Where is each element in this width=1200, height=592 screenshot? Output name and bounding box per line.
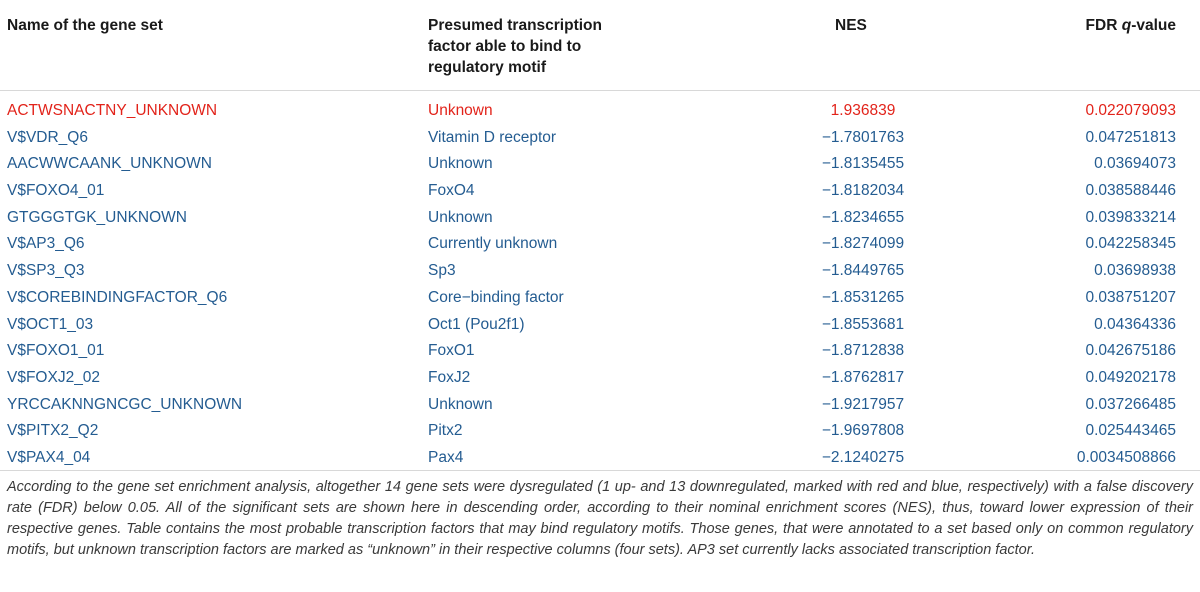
fdr-cell: 0.03698938 [1094,262,1176,280]
fdr-cell: 0.038588446 [1085,182,1176,200]
table-row: V$PITX2_Q2 Pitx2 −1.9697808 0.025443465 [0,418,1200,445]
nes-cell: −1.8531265 [821,288,905,306]
nes-cell: −1.8762817 [821,368,905,386]
table-row: V$AP3_Q6 Currently unknown −1.8274099 0.042… [0,231,1200,258]
gene-set-name-cell: ACTWSNACTNY_UNKNOWN [7,102,218,119]
header-nes: NES [835,17,867,34]
table-bottom-rule [0,470,1200,471]
gene-set-name-cell: V$OCT1_03 [7,315,94,333]
transcription-factor-cell: Oct1 (Pou2f1) [428,315,525,333]
gene-set-name-cell: V$PITX2_Q2 [7,422,99,440]
table-row: V$FOXO1_01 FoxO1 −1.8712838 0.042675186 [0,338,1200,365]
nes-cell: 1.936839 [830,102,896,119]
nes-cell: −1.8182034 [821,182,905,200]
table-caption: According to the gene set enrichment ana… [7,479,1193,558]
nes-cell: −1.9217957 [821,395,905,413]
table-row: GTGGGTGK_UNKNOWN Unknown −1.8234655 0.03983… [0,205,1200,232]
gene-set-name-cell: V$COREBINDINGFACTOR_Q6 [7,288,228,306]
gene-set-table: Name of the gene set Presumed transcript… [0,0,1200,472]
transcription-factor-cell: Unknown [428,395,493,413]
transcription-factor-cell: Core−binding factor [428,288,564,306]
gene-set-name-cell: V$VDR_Q6 [7,128,88,146]
transcription-factor-cell: Unknown [428,102,493,119]
nes-cell: −1.8553681 [821,315,905,333]
transcription-factor-cell: Sp3 [428,262,456,280]
fdr-cell: 0.03694073 [1094,155,1176,173]
table-row: V$VDR_Q6 Vitamin D receptor −1.7801763 0.04… [0,125,1200,152]
gene-set-name-cell: V$FOXJ2_02 [7,368,101,386]
fdr-cell: 0.039833214 [1085,208,1176,226]
fdr-cell: 0.047251813 [1085,128,1176,146]
gene-set-name-cell: V$AP3_Q6 [7,235,85,253]
fdr-cell: 0.025443465 [1085,422,1176,440]
gene-set-name-cell: V$FOXO4_01 [7,182,105,200]
fdr-cell: 0.04364336 [1094,315,1176,333]
table-row: YRCCAKNNGNCGC_UNKNOWN Unknown −1.9217957 0.… [0,392,1200,419]
transcription-factor-cell: Unknown [428,155,493,173]
gene-set-name-cell: AACWWCAANK_UNKNOWN [7,155,212,173]
gene-set-name-cell: YRCCAKNNGNCGC_UNKNOWN [7,395,243,413]
table-header: Name of the gene set Presumed transcript… [0,0,1200,91]
header-fdr: FDR q-value [1085,17,1176,34]
fdr-cell: 0.022079093 [1085,102,1176,119]
gene-set-name-cell: V$SP3_Q3 [7,262,85,280]
nes-cell: −1.8274099 [821,235,905,253]
table-row: V$COREBINDINGFACTOR_Q6 Core−binding facto… [0,285,1200,312]
fdr-cell: 0.037266485 [1085,395,1176,413]
transcription-factor-cell: Unknown [428,208,493,226]
table-row: ACTWSNACTNY_UNKNOWN Unknown 1.936839 0.0220… [0,98,1200,125]
gene-set-name-cell: GTGGGTGK_UNKNOWN [7,208,187,226]
header-transcription-factor: Presumed transcription factor able to bi… [428,17,602,76]
gene-set-name-cell: V$PAX4_04 [7,448,91,466]
fdr-cell: 0.0034508866 [1076,448,1176,466]
nes-cell: −1.9697808 [821,422,905,440]
nes-cell: −1.8234655 [821,208,905,226]
header-gene-set-name: Name of the gene set [7,17,163,34]
nes-cell: −1.8135455 [821,155,905,173]
transcription-factor-cell: Pax4 [428,448,464,466]
fdr-cell: 0.042258345 [1085,235,1176,253]
table-row: V$OCT1_03 Oct1 (Pou2f1) −1.8553681 0.043643… [0,312,1200,339]
transcription-factor-cell: Pitx2 [428,422,463,440]
transcription-factor-cell: FoxO1 [428,342,475,360]
nes-cell: −1.7801763 [821,128,905,146]
transcription-factor-cell: FoxO4 [428,182,475,200]
table-row: V$SP3_Q3 Sp3 −1.8449765 0.03698938 [0,258,1200,285]
table-row: V$PAX4_04 Pax4 −2.1240275 0.0034508866 [0,445,1200,472]
table-row: AACWWCAANK_UNKNOWN Unknown −1.8135455 0.036… [0,151,1200,178]
fdr-cell: 0.038751207 [1085,288,1176,306]
transcription-factor-cell: Currently unknown [428,235,558,253]
transcription-factor-cell: FoxJ2 [428,368,471,386]
nes-cell: −1.8712838 [821,342,905,360]
table-row: V$FOXO4_01 FoxO4 −1.8182034 0.038588446 [0,178,1200,205]
nes-cell: −2.1240275 [821,448,905,466]
fdr-cell: 0.049202178 [1085,368,1176,386]
table-row: V$FOXJ2_02 FoxJ2 −1.8762817 0.049202178 [0,365,1200,392]
gene-set-name-cell: V$FOXO1_01 [7,342,105,360]
fdr-cell: 0.042675186 [1085,342,1176,360]
nes-cell: −1.8449765 [821,262,905,280]
table-body: ACTWSNACTNY_UNKNOWN Unknown 1.936839 0.0220… [0,91,1200,472]
transcription-factor-cell: Vitamin D receptor [428,128,557,146]
